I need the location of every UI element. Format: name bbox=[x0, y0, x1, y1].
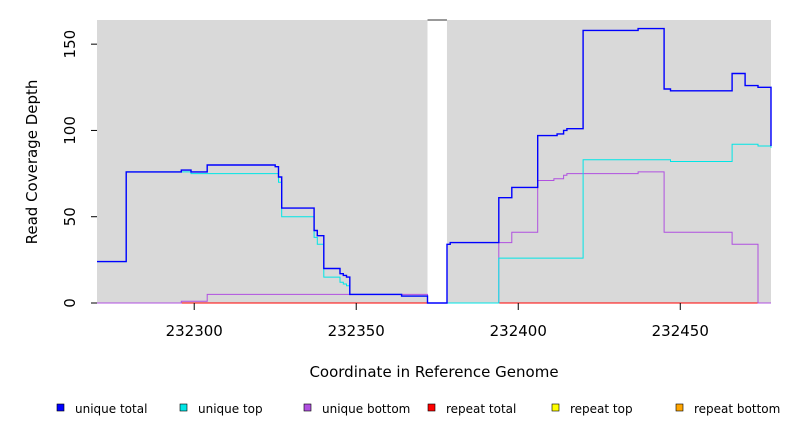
y-axis: 0 50 100 150 bbox=[61, 30, 97, 308]
series-layer bbox=[97, 27, 772, 304]
series-line-unique-top bbox=[97, 143, 772, 304]
legend-label: repeat bottom bbox=[694, 402, 780, 416]
x-tick-label: 232350 bbox=[328, 322, 385, 340]
plot-background-left bbox=[97, 20, 428, 303]
legend-swatch bbox=[179, 403, 188, 412]
x-tick-label: 232400 bbox=[490, 322, 547, 340]
x-tick-label: 232450 bbox=[652, 322, 709, 340]
series-line-unique-total bbox=[97, 27, 772, 304]
legend-swatch bbox=[56, 403, 65, 412]
legend-label: repeat top bbox=[570, 402, 633, 416]
legend: unique total unique top unique bottom repea… bbox=[56, 402, 780, 416]
legend-swatch bbox=[551, 403, 560, 412]
legend-swatch bbox=[427, 403, 436, 412]
legend-swatch bbox=[303, 403, 312, 412]
y-axis-title: Read Coverage Depth bbox=[23, 80, 41, 245]
legend-label: unique bottom bbox=[322, 402, 410, 416]
x-axis-title: Coordinate in Reference Genome bbox=[309, 363, 558, 381]
legend-label: repeat total bbox=[446, 402, 516, 416]
y-tick-label: 50 bbox=[61, 207, 79, 226]
legend-label: unique top bbox=[198, 402, 263, 416]
legend-swatch bbox=[675, 403, 684, 412]
y-tick-label: 0 bbox=[61, 298, 79, 308]
y-tick-label: 100 bbox=[61, 116, 79, 145]
x-axis: 232300 232350 232400 232450 bbox=[166, 303, 709, 340]
legend-label: unique total bbox=[75, 402, 147, 416]
y-tick-label: 150 bbox=[61, 30, 79, 59]
x-tick-label: 232300 bbox=[166, 322, 223, 340]
